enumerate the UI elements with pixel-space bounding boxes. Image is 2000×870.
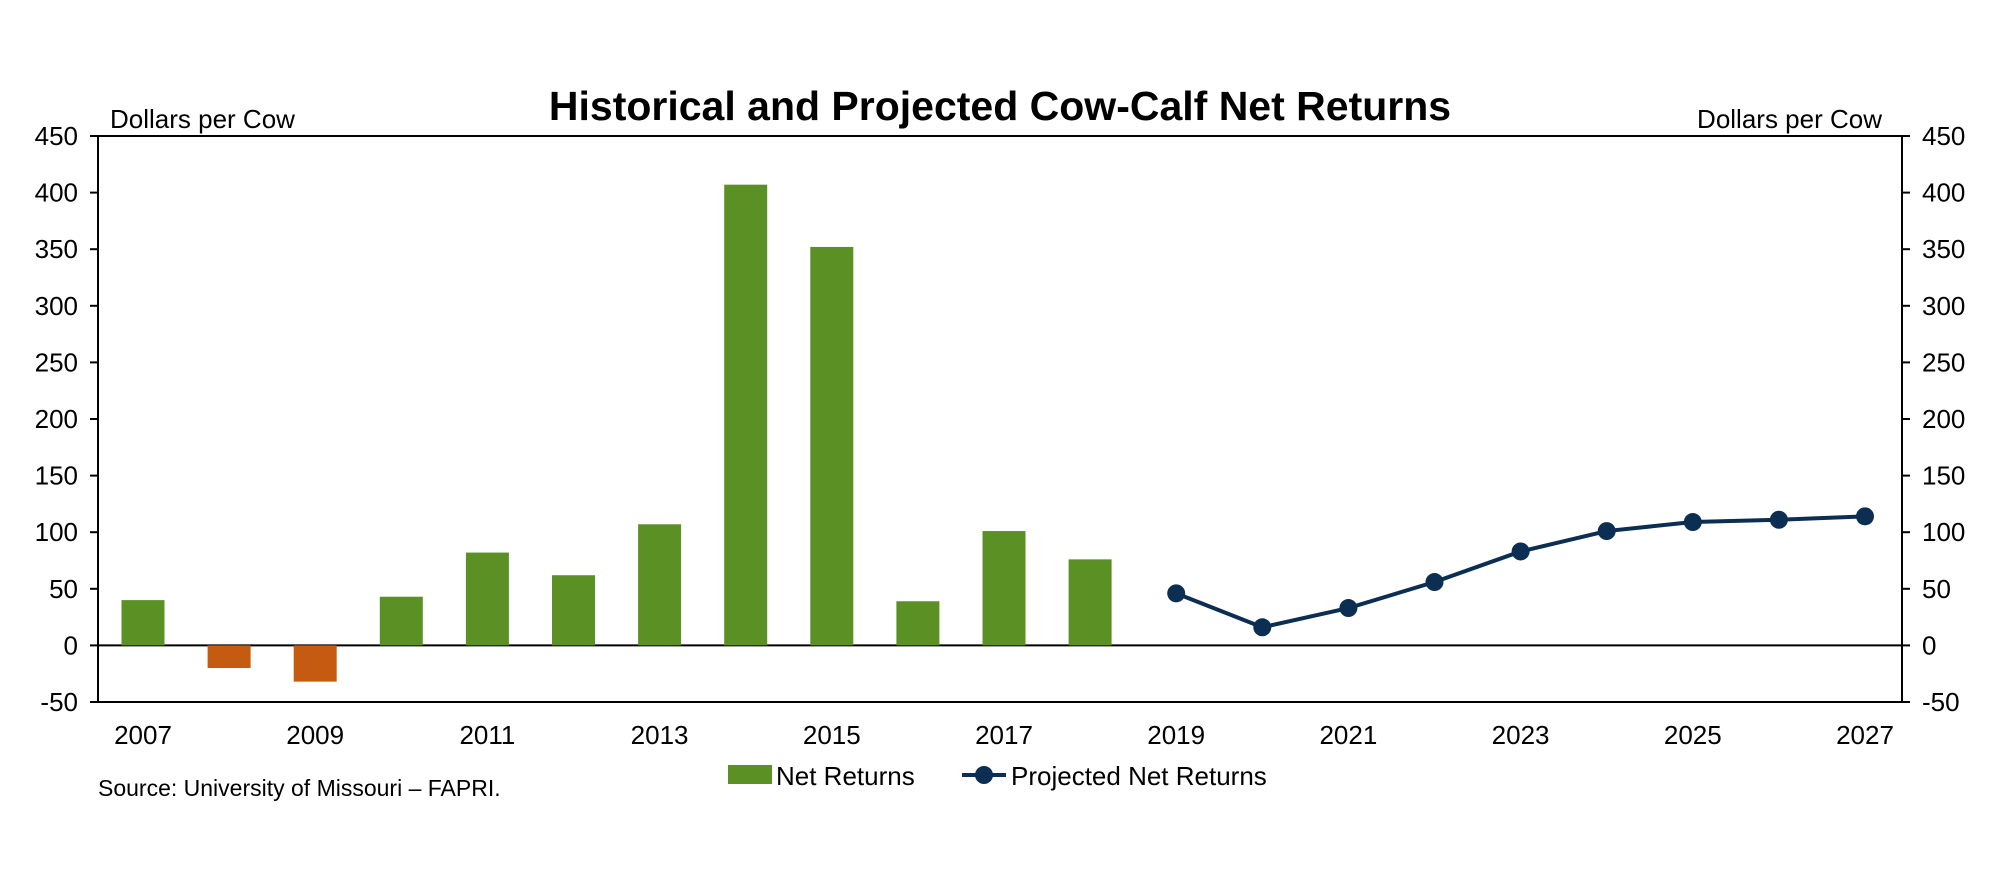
projected-point-2023	[1511, 542, 1530, 561]
projected-point-2027	[1856, 507, 1874, 526]
projected-net-returns-line	[1175, 514, 1866, 630]
x-tick-label: 2021	[1319, 720, 1377, 750]
x-tick-label: 2007	[114, 720, 172, 750]
left-y-tick-label: 350	[35, 234, 78, 264]
left-y-tick-label: -50	[40, 687, 78, 717]
right-y-axis: -50 0 50 100 150 200 250 300 350 400 450	[1902, 121, 1965, 717]
legend-projected-net-returns-label: Projected Net Returns	[1011, 761, 1267, 791]
right-y-tick-label: -50	[1922, 687, 1960, 717]
left-y-tick-label: 400	[35, 178, 78, 208]
projected-point-2020	[1253, 618, 1272, 637]
right-y-tick-label: 0	[1922, 630, 1936, 660]
right-axis-title: Dollars per Cow	[1697, 104, 1882, 134]
projected-point-2019	[1167, 584, 1186, 603]
left-y-tick-label: 50	[49, 574, 78, 604]
right-y-tick-label: 100	[1922, 517, 1965, 547]
right-y-tick-label: 400	[1922, 178, 1965, 208]
legend-net-returns-label: Net Returns	[776, 761, 915, 791]
left-y-tick-label: 250	[35, 347, 78, 377]
x-axis: 2007 2009 2011 2013 2015 2017 2019 2021 2023 2025…	[114, 720, 1894, 750]
left-y-tick-label: 450	[35, 121, 78, 151]
projected-point-2026	[1769, 510, 1788, 529]
x-tick-label: 2019	[1147, 720, 1205, 750]
projected-point-2024	[1597, 522, 1616, 541]
left-axis-title: Dollars per Cow	[110, 104, 295, 134]
left-y-tick-label: 200	[35, 404, 78, 434]
legend-net-returns-swatch	[728, 765, 772, 784]
x-tick-label: 2015	[803, 720, 861, 750]
chart-title: Historical and Projected Cow-Calf Net Re…	[549, 83, 1451, 129]
right-y-tick-label: 50	[1922, 574, 1951, 604]
x-tick-label: 2013	[631, 720, 689, 750]
bar-2016	[896, 601, 940, 646]
x-tick-label: 2025	[1664, 720, 1722, 750]
left-y-tick-label: 300	[35, 291, 78, 321]
bar-2010	[379, 596, 423, 646]
x-tick-label: 2011	[459, 720, 515, 750]
bar-2007	[121, 600, 165, 646]
bar-2009	[293, 645, 337, 682]
bar-2017	[982, 531, 1026, 646]
source-note: Source: University of Missouri – FAPRI.	[98, 775, 501, 801]
bar-2018	[1068, 559, 1112, 646]
projected-point-2021	[1339, 599, 1358, 618]
left-y-axis: -50 0 50 100 150 200 250 300 350 400 450	[35, 121, 98, 717]
right-y-tick-label: 300	[1922, 291, 1965, 321]
left-y-tick-label: 100	[35, 517, 78, 547]
left-y-tick-label: 0	[64, 630, 78, 660]
legend: Net Returns Projected Net Returns	[728, 761, 1267, 791]
projected-point-2025	[1683, 513, 1702, 532]
bar-2014	[724, 184, 768, 646]
x-tick-label: 2009	[286, 720, 344, 750]
x-tick-label: 2023	[1492, 720, 1550, 750]
projected-net-returns-points	[1167, 507, 1874, 637]
x-tick-label: 2027	[1836, 720, 1894, 750]
right-y-tick-label: 350	[1922, 234, 1965, 264]
bar-2013	[638, 524, 682, 646]
right-y-tick-label: 250	[1922, 347, 1965, 377]
right-y-tick-label: 450	[1922, 121, 1965, 151]
net-returns-bars	[121, 184, 1112, 682]
bar-2015	[810, 246, 854, 646]
projected-point-2022	[1425, 573, 1444, 592]
x-tick-label: 2017	[975, 720, 1033, 750]
bar-2008	[207, 645, 251, 669]
right-y-tick-label: 200	[1922, 404, 1965, 434]
bar-2011	[465, 552, 509, 646]
right-y-tick-label: 150	[1922, 461, 1965, 491]
legend-projected-marker	[975, 766, 993, 784]
left-y-tick-label: 150	[35, 461, 78, 491]
bar-2012	[552, 575, 595, 646]
